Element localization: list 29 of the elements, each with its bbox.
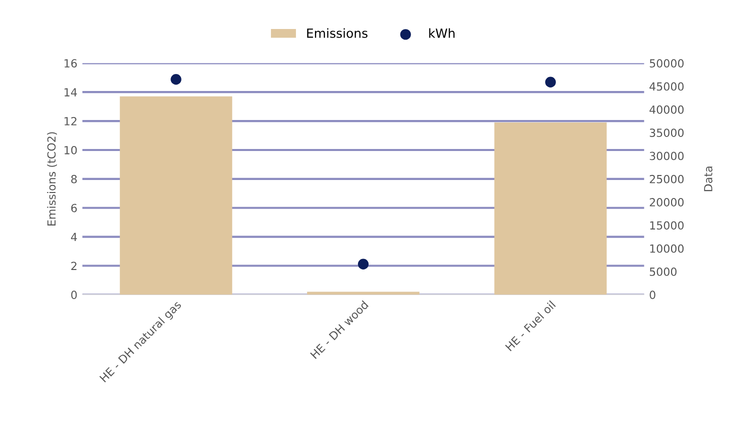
y2-tick-label: 5000: [650, 268, 677, 276]
y2-tick-label: 50000: [650, 59, 684, 68]
y-tick-label: 16: [64, 59, 77, 68]
y-tick-label: 4: [71, 232, 77, 242]
y-tick-label: 0: [71, 290, 77, 300]
point: [545, 76, 556, 88]
bar: [120, 96, 232, 295]
y-tick-label: 6: [71, 204, 77, 212]
y2-tick-label: 20000: [650, 198, 684, 206]
y2-tick-label: 35000: [650, 128, 684, 137]
y2-axis-title: Data: [704, 166, 712, 192]
y2-tick-label: 10000: [650, 244, 684, 253]
y-tick-label: 8: [71, 174, 77, 184]
legend-label: Emissions: [307, 28, 368, 38]
y-tick-label: 14: [64, 88, 77, 96]
y-tick-label: 12: [64, 117, 76, 126]
y2-tick-label: 45000: [650, 82, 684, 91]
y2-tick-label: 15000: [650, 221, 684, 230]
y-axis-title: Emissions (tCO2): [47, 132, 57, 226]
legend-label: kWh: [429, 28, 455, 38]
y2-tick-label: 0: [650, 290, 656, 300]
y-tick-label: 2: [71, 262, 76, 270]
y2-tick-label: 40000: [650, 105, 684, 114]
bar: [494, 122, 607, 295]
y2-tick-label: 25000: [650, 174, 684, 184]
y2-tick-label: 30000: [650, 152, 684, 160]
point: [170, 74, 182, 85]
y-tick-label: 10: [64, 146, 77, 154]
point: [358, 258, 369, 270]
